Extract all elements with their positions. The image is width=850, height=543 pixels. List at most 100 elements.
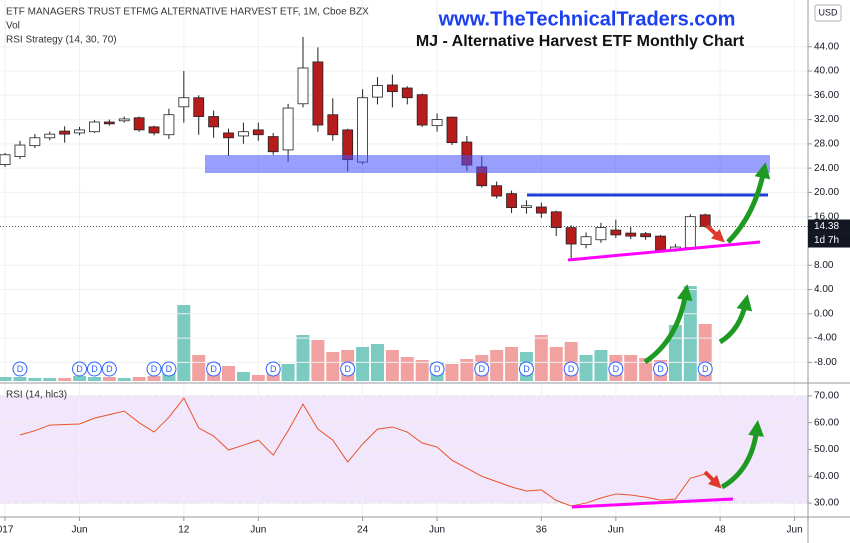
dividend-label: D [657, 364, 664, 374]
dividend-label: D [344, 364, 351, 374]
candle-body [699, 214, 711, 227]
volume-bar [28, 378, 42, 381]
dividend-label: D [151, 364, 158, 374]
y-tick-label: 20.00 [814, 187, 839, 198]
dividend-label: D [523, 364, 530, 374]
candle-body [446, 116, 458, 144]
last-price-label: 14.38 [814, 221, 839, 232]
candle-body [163, 114, 175, 136]
volume-bar [0, 377, 12, 381]
volume-bar [162, 373, 176, 381]
candle-body [386, 84, 398, 93]
candle-body [118, 118, 130, 122]
dividend-marker [86, 361, 102, 377]
candle-body [59, 130, 71, 135]
dividend-label: D [702, 364, 709, 374]
dividend-label: D [166, 364, 173, 374]
dividend-marker [72, 361, 88, 377]
dividend-label: D [479, 364, 486, 374]
website: www.TheTechnicalTraders.com [438, 8, 736, 30]
y-tick-label: 40.00 [814, 66, 839, 77]
volume-bar [356, 347, 370, 381]
volume-bar [43, 378, 57, 381]
volume-bar [102, 377, 116, 381]
volume-bar [296, 335, 310, 381]
volume-bar [222, 366, 236, 381]
candle-body [595, 227, 607, 241]
candle-body [372, 85, 383, 98]
candle-body [491, 185, 503, 197]
green-arrow [726, 162, 771, 244]
candle-body [312, 61, 324, 126]
candle-body [297, 67, 309, 105]
candle-body [327, 114, 339, 136]
volume-bar [58, 378, 72, 381]
y-tick-label: 44.00 [814, 41, 839, 52]
candle-body [550, 211, 562, 229]
x-tick-label: 48 [715, 525, 727, 536]
y-tick-label: 28.00 [814, 138, 839, 149]
plot-area [0, 0, 808, 517]
countdown-label: 1d 7h [814, 235, 839, 246]
candle-body [29, 137, 41, 147]
volume-bar [415, 360, 429, 381]
volume-bar [505, 347, 519, 381]
y-tick-label: 30.00 [814, 498, 839, 509]
volume-label: Vol [6, 21, 20, 32]
volume-bar [236, 372, 250, 381]
annotations [205, 155, 771, 509]
x-tick-label: 017 [0, 525, 14, 536]
candle-body [565, 227, 577, 245]
y-tick-label: 32.00 [814, 114, 839, 125]
dividend-marker [563, 361, 579, 377]
candle-body [610, 229, 622, 236]
x-tick-label: Jun [787, 525, 803, 536]
volume-bar [251, 375, 265, 381]
symbol-title: ETF MANAGERS TRUST ETFMG ALTERNATIVE HAR… [6, 7, 369, 18]
candle-body [178, 97, 190, 108]
dividend-marker [429, 361, 445, 377]
dividend-marker [161, 361, 177, 377]
volume-bar [490, 350, 504, 381]
dividend-marker [653, 361, 669, 377]
volume-bar [177, 305, 191, 381]
currency: USD [818, 7, 838, 17]
dividend-label: D [91, 364, 98, 374]
y-tick-label: 16.00 [814, 211, 839, 222]
candle-body [193, 97, 205, 117]
y-tick-label: 36.00 [814, 90, 839, 101]
x-tick-label: 24 [357, 525, 369, 536]
candle-body [267, 136, 279, 153]
strategy-label: RSI Strategy (14, 30, 70) [6, 35, 117, 46]
volume-bar [624, 355, 638, 381]
y-tick-label: 4.00 [814, 284, 834, 295]
volume-bar [281, 364, 295, 381]
dividend-label: D [434, 364, 441, 374]
volume-bar [13, 377, 27, 381]
dividend-label: D [568, 364, 575, 374]
chart-title: MJ - Alternative Harvest ETF Monthly Cha… [416, 33, 745, 50]
rsi-line [19, 397, 706, 507]
volume-bar [683, 286, 697, 381]
candle-body [282, 107, 294, 151]
dividend-label: D [17, 364, 24, 374]
candle-body [535, 206, 547, 214]
y-tick-label: 24.00 [814, 163, 839, 174]
dividend-label: D [106, 364, 113, 374]
x-tick-label: Jun [250, 525, 266, 536]
y-tick-label: 8.00 [814, 260, 834, 271]
volume-bar [400, 357, 414, 381]
green-arrow [720, 420, 764, 490]
candle-body [655, 235, 666, 251]
candle-body [431, 119, 443, 127]
volume-bar [534, 335, 548, 381]
resistance-zone [205, 155, 770, 173]
candle-body [148, 126, 160, 134]
volume-bar [147, 376, 161, 381]
dividend-marker [101, 361, 117, 377]
volume-bar [639, 358, 653, 381]
dividend-marker [206, 361, 222, 377]
support-line [567, 240, 761, 262]
dividend-marker [697, 361, 713, 377]
